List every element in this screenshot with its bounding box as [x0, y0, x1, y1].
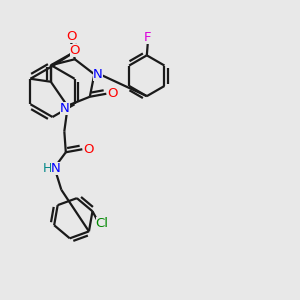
Text: F: F: [144, 32, 152, 44]
Text: H: H: [43, 162, 52, 175]
Text: O: O: [84, 143, 94, 156]
Text: N: N: [93, 68, 103, 81]
Text: O: O: [70, 44, 80, 57]
Text: Cl: Cl: [96, 217, 109, 230]
Text: O: O: [66, 30, 76, 43]
Text: N: N: [51, 162, 61, 175]
Text: O: O: [108, 87, 118, 100]
Text: N: N: [60, 102, 70, 115]
